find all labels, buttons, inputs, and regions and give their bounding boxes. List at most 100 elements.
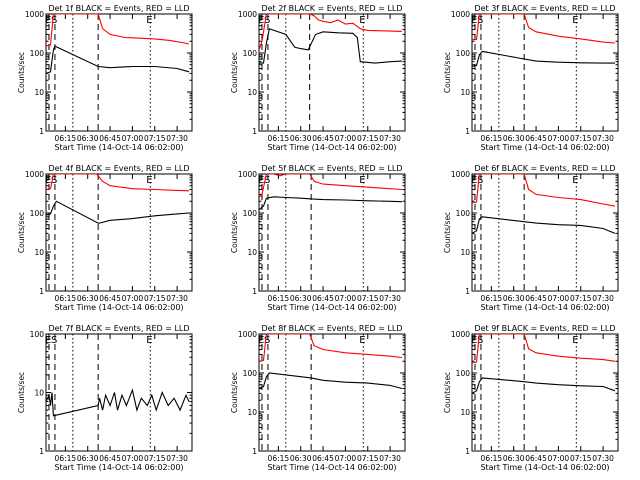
x-tick-label: 06:15: [55, 454, 77, 463]
time-marker-label: E: [45, 15, 51, 26]
y-tick-label: 1: [252, 127, 257, 136]
time-marker-label: S: [477, 15, 483, 26]
series-line-events: [259, 372, 403, 390]
series-group: [472, 334, 616, 394]
x-tick-label: 07:15: [570, 454, 592, 463]
x-tick-label: 07:00: [122, 454, 144, 463]
y-tick-label: 1: [39, 287, 44, 296]
x-tick-label: 06:45: [312, 294, 334, 303]
y-axis-label: Counts/sec: [230, 52, 239, 93]
series-line-lld: [259, 174, 403, 198]
x-tick-label: 07:30: [592, 294, 614, 303]
x-tick-label: 06:30: [503, 294, 525, 303]
y-tick-label: 1: [465, 287, 470, 296]
series-line-lld: [46, 14, 190, 47]
x-tick-label: 07:15: [144, 454, 166, 463]
chart-title: Det 6f BLACK = Events, RED = LLD: [474, 164, 615, 173]
chart-panel: Det 8f BLACK = Events, RED = LLD 1 10 100 10…: [230, 324, 406, 472]
y-tick-label: 1000: [25, 10, 44, 19]
chart-title: Det 4f BLACK = Events, RED = LLD: [48, 164, 189, 173]
x-tick-label: 06:30: [290, 294, 312, 303]
x-tick-label: 06:45: [99, 454, 121, 463]
series-group: [472, 14, 616, 68]
y-tick-label: 100: [30, 209, 45, 218]
x-axis-label: Start Time (14-Oct-14 06:02:00): [480, 143, 609, 152]
y-tick-label: 1: [252, 447, 257, 456]
chart-panel: Det 1f BLACK = Events, RED = LLD 1 10 100 10…: [17, 4, 193, 152]
chart-title: Det 3f BLACK = Events, RED = LLD: [474, 4, 615, 13]
series-line-events: [472, 50, 615, 68]
y-axis-label: Counts/sec: [17, 212, 26, 253]
plot-frame: [258, 13, 406, 132]
x-tick-label: 06:45: [525, 294, 547, 303]
series-line-lld: [472, 174, 616, 207]
x-tick-label: 06:15: [55, 294, 77, 303]
plot-frame: [45, 13, 193, 132]
x-tick-label: 07:00: [122, 294, 144, 303]
time-marker-label: S: [51, 15, 57, 26]
y-tick-label: 10: [460, 88, 470, 97]
x-tick-label: 07:00: [335, 134, 357, 143]
x-axis-label: Start Time (14-Oct-14 06:02:00): [54, 463, 183, 472]
chart-panel: Det 9f BLACK = Events, RED = LLD 1 10 100 10…: [443, 324, 619, 472]
y-tick-label: 100: [456, 209, 471, 218]
y-tick-label: 10: [247, 248, 257, 257]
y-tick-label: 100: [30, 330, 45, 339]
chart-title: Det 7f BLACK = Events, RED = LLD: [48, 324, 189, 333]
series-line-lld: [472, 334, 616, 364]
x-axis-label: Start Time (14-Oct-14 06:02:00): [267, 463, 396, 472]
x-axis-label: Start Time (14-Oct-14 06:02:00): [267, 303, 396, 312]
plot-frame: [45, 173, 193, 292]
x-tick-label: 07:00: [548, 454, 570, 463]
series-group: [46, 174, 190, 224]
plot-frame: [471, 333, 619, 452]
x-axis-label: Start Time (14-Oct-14 06:02:00): [480, 303, 609, 312]
series-line-events: [46, 388, 190, 417]
plot-frame: [258, 333, 406, 452]
y-tick-label: 10: [460, 408, 470, 417]
time-marker-label: S: [477, 175, 483, 186]
chart-title: Det 8f BLACK = Events, RED = LLD: [261, 324, 402, 333]
series-group: [46, 388, 190, 417]
y-tick-label: 10: [34, 248, 44, 257]
y-tick-label: 1: [39, 447, 44, 456]
y-axis-label: Counts/sec: [230, 372, 239, 413]
y-tick-label: 10: [460, 248, 470, 257]
y-tick-label: 1000: [238, 10, 257, 19]
series-group: [259, 174, 403, 211]
y-tick-label: 100: [243, 209, 258, 218]
x-tick-label: 06:30: [77, 294, 99, 303]
x-tick-label: 07:15: [357, 294, 379, 303]
plot-frame: [471, 173, 619, 292]
series-line-events: [259, 196, 403, 211]
chart-panel: Det 5f BLACK = Events, RED = LLD 1 10 100 10…: [230, 164, 406, 312]
time-marker-label: E: [258, 175, 264, 186]
x-tick-label: 07:30: [166, 134, 188, 143]
time-marker-label: S: [477, 335, 483, 346]
series-line-events: [46, 200, 190, 224]
series-line-events: [259, 27, 403, 64]
series-line-events: [472, 216, 616, 234]
x-tick-label: 07:30: [379, 134, 401, 143]
series-line-lld: [259, 334, 403, 362]
series-line-events: [46, 45, 190, 74]
x-tick-label: 06:45: [525, 134, 547, 143]
time-marker-label: E: [359, 175, 365, 186]
time-marker-label: S: [264, 335, 270, 346]
x-tick-label: 06:30: [77, 454, 99, 463]
x-tick-label: 06:30: [290, 134, 312, 143]
time-marker-label: E: [258, 335, 264, 346]
y-tick-label: 10: [247, 408, 257, 417]
x-tick-label: 06:30: [77, 134, 99, 143]
x-tick-label: 06:30: [503, 134, 525, 143]
y-tick-label: 100: [30, 49, 45, 58]
time-marker-label: E: [359, 15, 365, 26]
y-axis-label: Counts/sec: [17, 372, 26, 413]
chart-panel: Det 6f BLACK = Events, RED = LLD 1 10 100 10…: [443, 164, 619, 312]
series-line-lld: [46, 174, 190, 192]
chart-title: Det 9f BLACK = Events, RED = LLD: [474, 324, 615, 333]
x-tick-label: 07:15: [357, 454, 379, 463]
y-axis-label: Counts/sec: [230, 212, 239, 253]
time-marker-label: E: [146, 15, 152, 26]
chart-panel: Det 4f BLACK = Events, RED = LLD 1 10 100 10…: [17, 164, 193, 312]
